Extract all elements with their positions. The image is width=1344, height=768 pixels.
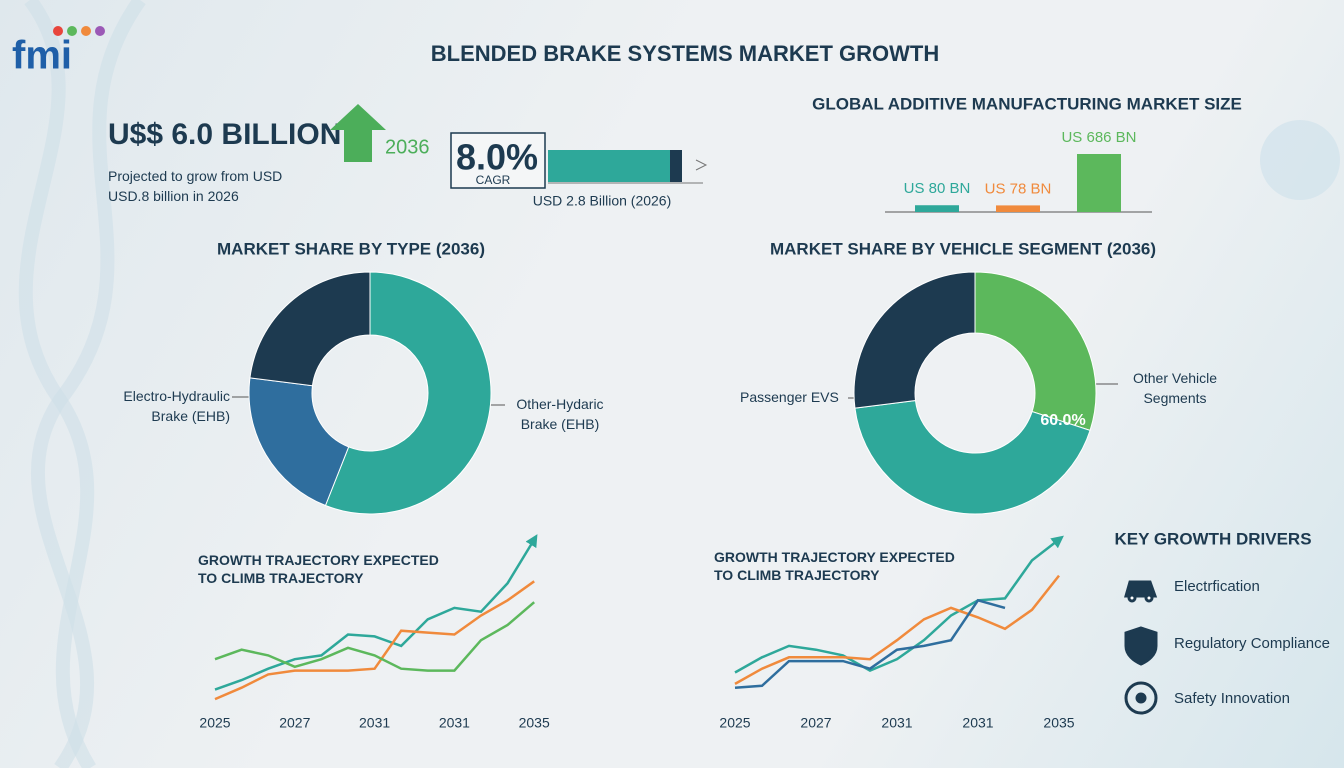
- drivers-title: KEY GROWTH DRIVERS: [1114, 529, 1311, 548]
- cagr-value: 8.0%: [456, 137, 538, 178]
- logo: fmi: [12, 26, 105, 78]
- x-tick-label: 2031: [881, 715, 912, 731]
- slice-label: Other Vehicle Segments: [1132, 370, 1218, 406]
- cagr-bar-end: [670, 150, 682, 182]
- driver: Safety Innovation: [1174, 690, 1290, 707]
- page-title: BLENDED BRAKE SYSTEMS MARKET GROWTH: [431, 41, 939, 66]
- chart-title: GROWTH TRAJECTORY EXPECTED TO CLIMB TRAJ…: [714, 549, 955, 583]
- chart-title: MARKET SHARE BY TYPE (2036): [217, 239, 485, 258]
- bg-helix: [31, 0, 146, 768]
- chart-title: MARKET SHARE BY VEHICLE SEGMENT (2036): [770, 239, 1156, 258]
- bg-cloud: [1260, 120, 1340, 200]
- x-tick-label: 2031: [439, 715, 470, 731]
- logo-text: fmi: [12, 34, 72, 78]
- donut-slice: [324, 271, 492, 515]
- donut-slice: [853, 271, 976, 409]
- bar: [996, 205, 1040, 212]
- slice-label: Other-Hydaric Brake (EHB): [516, 396, 604, 432]
- value-label: US 78 BN: [985, 180, 1052, 197]
- donut-slice: [854, 399, 1091, 515]
- up-arrow: [330, 104, 386, 162]
- bar: [915, 205, 959, 212]
- headline-value: U$$ 6.0 BILLION: [108, 118, 341, 151]
- line: [214, 601, 536, 672]
- headline-description: Projected to grow from USD USD.8 billion…: [108, 168, 283, 204]
- x-tick-label: 2035: [1043, 715, 1074, 731]
- donut-slice: [248, 377, 350, 507]
- chart-title: GLOBAL ADDITIVE MANUFACTURING MARKET SIZ…: [812, 94, 1242, 113]
- line: [214, 580, 535, 701]
- donut-slice: [974, 271, 1097, 432]
- slice-label: Passenger EVS: [740, 389, 839, 405]
- headline-year: 2036: [385, 136, 430, 158]
- slice-label: Electro-Hydraulic Brake (EHB): [123, 388, 230, 424]
- x-tick-label: 2025: [719, 715, 750, 731]
- driver: Regulatory Compliance: [1174, 635, 1330, 652]
- driver-icons: [1124, 580, 1158, 715]
- x-tick-label: 2025: [199, 715, 230, 731]
- cagr-arrow: [695, 159, 708, 171]
- annotation: 60.0%: [1040, 412, 1085, 429]
- bar: [1077, 154, 1121, 212]
- line: [734, 574, 1060, 685]
- line: [214, 534, 538, 691]
- driver: Electrfication: [1174, 578, 1260, 595]
- cagr-base: USD 2.8 Billion (2026): [533, 193, 672, 209]
- value-label: US 686 BN: [1061, 129, 1136, 146]
- cagr-label: CAGR: [476, 173, 511, 187]
- cagr-box: [450, 132, 546, 189]
- x-tick-label: 2027: [279, 715, 310, 731]
- cagr-bar: [548, 150, 670, 182]
- x-tick-label: 2031: [359, 715, 390, 731]
- x-tick-label: 2031: [962, 715, 993, 731]
- line: [734, 535, 1064, 674]
- x-tick-label: 2027: [800, 715, 831, 731]
- chart-title: GROWTH TRAJECTORY EXPECTED TO CLIMB TRAJ…: [198, 552, 439, 586]
- value-label: US 80 BN: [904, 180, 971, 197]
- donut-slice: [249, 271, 371, 387]
- x-tick-label: 2035: [519, 715, 550, 731]
- line: [734, 598, 1006, 689]
